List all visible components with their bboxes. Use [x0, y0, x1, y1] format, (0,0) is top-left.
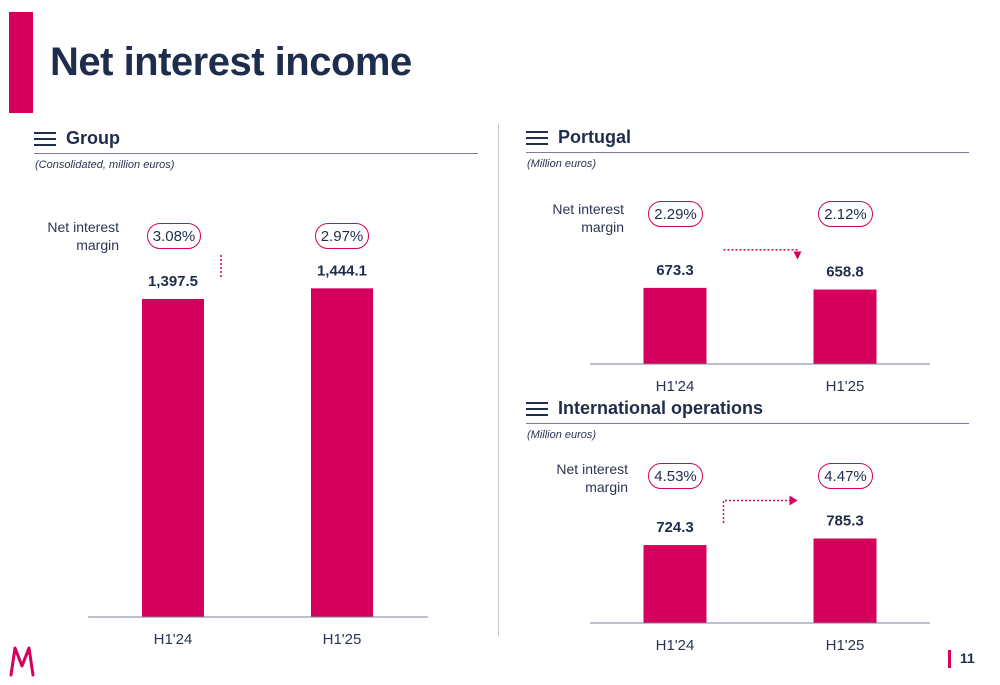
bar-H1'24: [643, 545, 707, 623]
change-arrow-line: [220, 255, 222, 277]
group-nim-label: Net interest margin: [47, 219, 119, 253]
portugal-nim-label: Net interest margin: [552, 201, 624, 235]
portugal-header-rule: [526, 152, 969, 153]
x-tick-label: H1'25: [323, 631, 362, 645]
group-section-header: Group: [34, 128, 120, 149]
international-subtitle: (Million euros): [527, 429, 597, 441]
menu-lines-icon: [526, 401, 548, 416]
x-tick-label: H1'24: [656, 637, 695, 654]
change-arrow-line: [722, 499, 790, 524]
group-chart: 1,397.5H1'241,444.1H1'25+3.3%: [88, 255, 428, 645]
x-tick-label: H1'24: [656, 378, 695, 395]
international-section-header: International operations: [526, 398, 763, 419]
change-arrow-head: [789, 495, 798, 506]
bar-value-label: 1,397.5: [148, 273, 198, 290]
group-heading: Group: [66, 128, 120, 148]
bar-H1'25: [813, 538, 877, 623]
change-arrow-head: [793, 251, 802, 260]
bar-value-label: 658.8: [826, 264, 864, 281]
international-nim-h124-badge: 4.53%: [648, 463, 703, 489]
group-nim-h125-badge: 2.97%: [315, 223, 369, 249]
group-header-rule: [34, 153, 478, 154]
portugal-section-header: Portugal: [526, 127, 631, 148]
x-tick-label: H1'24: [154, 631, 193, 645]
menu-lines-icon: [526, 130, 548, 145]
bar-H1'25: [311, 288, 373, 617]
bar-H1'24: [142, 298, 204, 617]
international-nim-h125-badge: 4.47%: [818, 463, 873, 489]
x-tick-label: H1'25: [826, 637, 865, 654]
portugal-heading: Portugal: [558, 127, 632, 147]
section-divider: [498, 124, 499, 636]
bar-value-label: 673.3: [656, 262, 694, 279]
page-number-accent: [948, 650, 951, 668]
international-chart: 724.3 H1'24 785.3 H1'25 +8.4%: [590, 490, 930, 654]
menu-lines-icon: [34, 131, 56, 146]
portugal-nim-h124-badge: 2.29%: [648, 201, 703, 227]
title-accent-bar: [9, 12, 33, 113]
international-heading: International operations: [558, 398, 764, 418]
change-percent-label: +8.4%: [742, 490, 780, 492]
international-nim-label: Net interest margin: [556, 461, 628, 495]
bar-value-label: 1,444.1: [317, 262, 367, 279]
change-arrow-line: [723, 249, 799, 252]
international-header-rule: [526, 423, 969, 424]
group-subtitle: (Consolidated, million euros): [35, 159, 175, 171]
page-title: Net interest income: [50, 40, 412, 84]
bar-value-label: 785.3: [826, 513, 864, 530]
portugal-subtitle: (Million euros): [527, 158, 597, 170]
millennium-logo-icon: [9, 646, 35, 677]
bar-H1'24: [643, 287, 707, 364]
bar-H1'25: [813, 289, 877, 364]
page-number: 11: [960, 650, 975, 666]
group-nim-h124-badge: 3.08%: [147, 223, 201, 249]
x-tick-label: H1'25: [826, 378, 865, 395]
portugal-nim-h125-badge: 2.12%: [818, 201, 873, 227]
bar-value-label: 724.3: [656, 519, 694, 536]
